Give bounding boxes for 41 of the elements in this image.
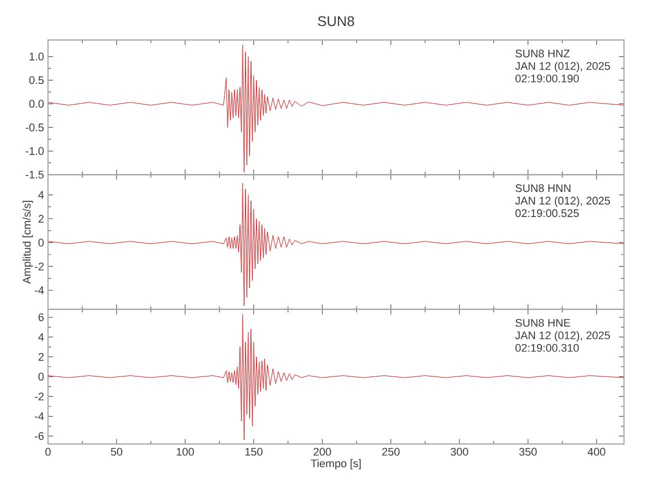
y-tick-label: 0 [38, 372, 44, 381]
annotation: 02:19:00.190 [515, 74, 579, 82]
y-tick-label: -1.0 [26, 147, 44, 155]
annotation: JAN 12 (012), 2025 [515, 62, 610, 72]
y-tick-label: -4 [34, 286, 44, 294]
annotation: 02:19:00.310 [515, 344, 579, 352]
chart-title: SUN8 [318, 16, 354, 26]
y-tick-label: -2 [34, 262, 44, 270]
x-tick-label: 400 [588, 448, 606, 456]
annotation: SUN8 HNZ [516, 50, 570, 58]
y-tick-label: 2 [38, 353, 44, 361]
y-tick-label: 0 [38, 238, 44, 246]
y-tick-label: 0.5 [29, 76, 44, 84]
annotation: 02:19:00.525 [515, 209, 579, 218]
annotation: JAN 12 (012), 2025 [515, 196, 610, 207]
x-tick-label: 150 [245, 448, 262, 456]
x-tick-label: 250 [382, 448, 400, 456]
y-tick-label: -2 [34, 392, 44, 400]
annotation: JAN 12 (012), 2025 [515, 331, 610, 342]
x-tick-label: 200 [314, 448, 332, 456]
y-tick-label: -0.5 [26, 124, 44, 132]
x-tick-label: 0 [45, 448, 51, 456]
y-tick-label: 4 [38, 333, 44, 341]
y-tick-label: 4 [38, 191, 44, 199]
x-tick-label: 50 [110, 448, 122, 456]
annotation: SUN8 HNE [516, 318, 570, 327]
x-tick-label: 300 [450, 448, 468, 456]
y-tick-label: 6 [38, 313, 44, 322]
y-tick-label: 1.0 [30, 52, 44, 60]
y-tick-label: -4 [34, 412, 44, 420]
annotation: SUN8 HNN [516, 184, 570, 192]
y-tick-label: 2 [38, 214, 44, 223]
x-axis-title: Tiempo [s] [310, 459, 361, 470]
x-tick-label: 100 [176, 448, 194, 456]
y-tick-label: 0.0 [29, 100, 44, 108]
y-axis-title: Amplitud [cm/s/s] [22, 200, 33, 284]
line-series [48, 314, 624, 440]
line-series [48, 182, 624, 306]
y-tick-label: -6 [34, 432, 44, 440]
y-tick-label: -1.5 [26, 170, 44, 178]
x-tick-label: 350 [519, 448, 537, 456]
